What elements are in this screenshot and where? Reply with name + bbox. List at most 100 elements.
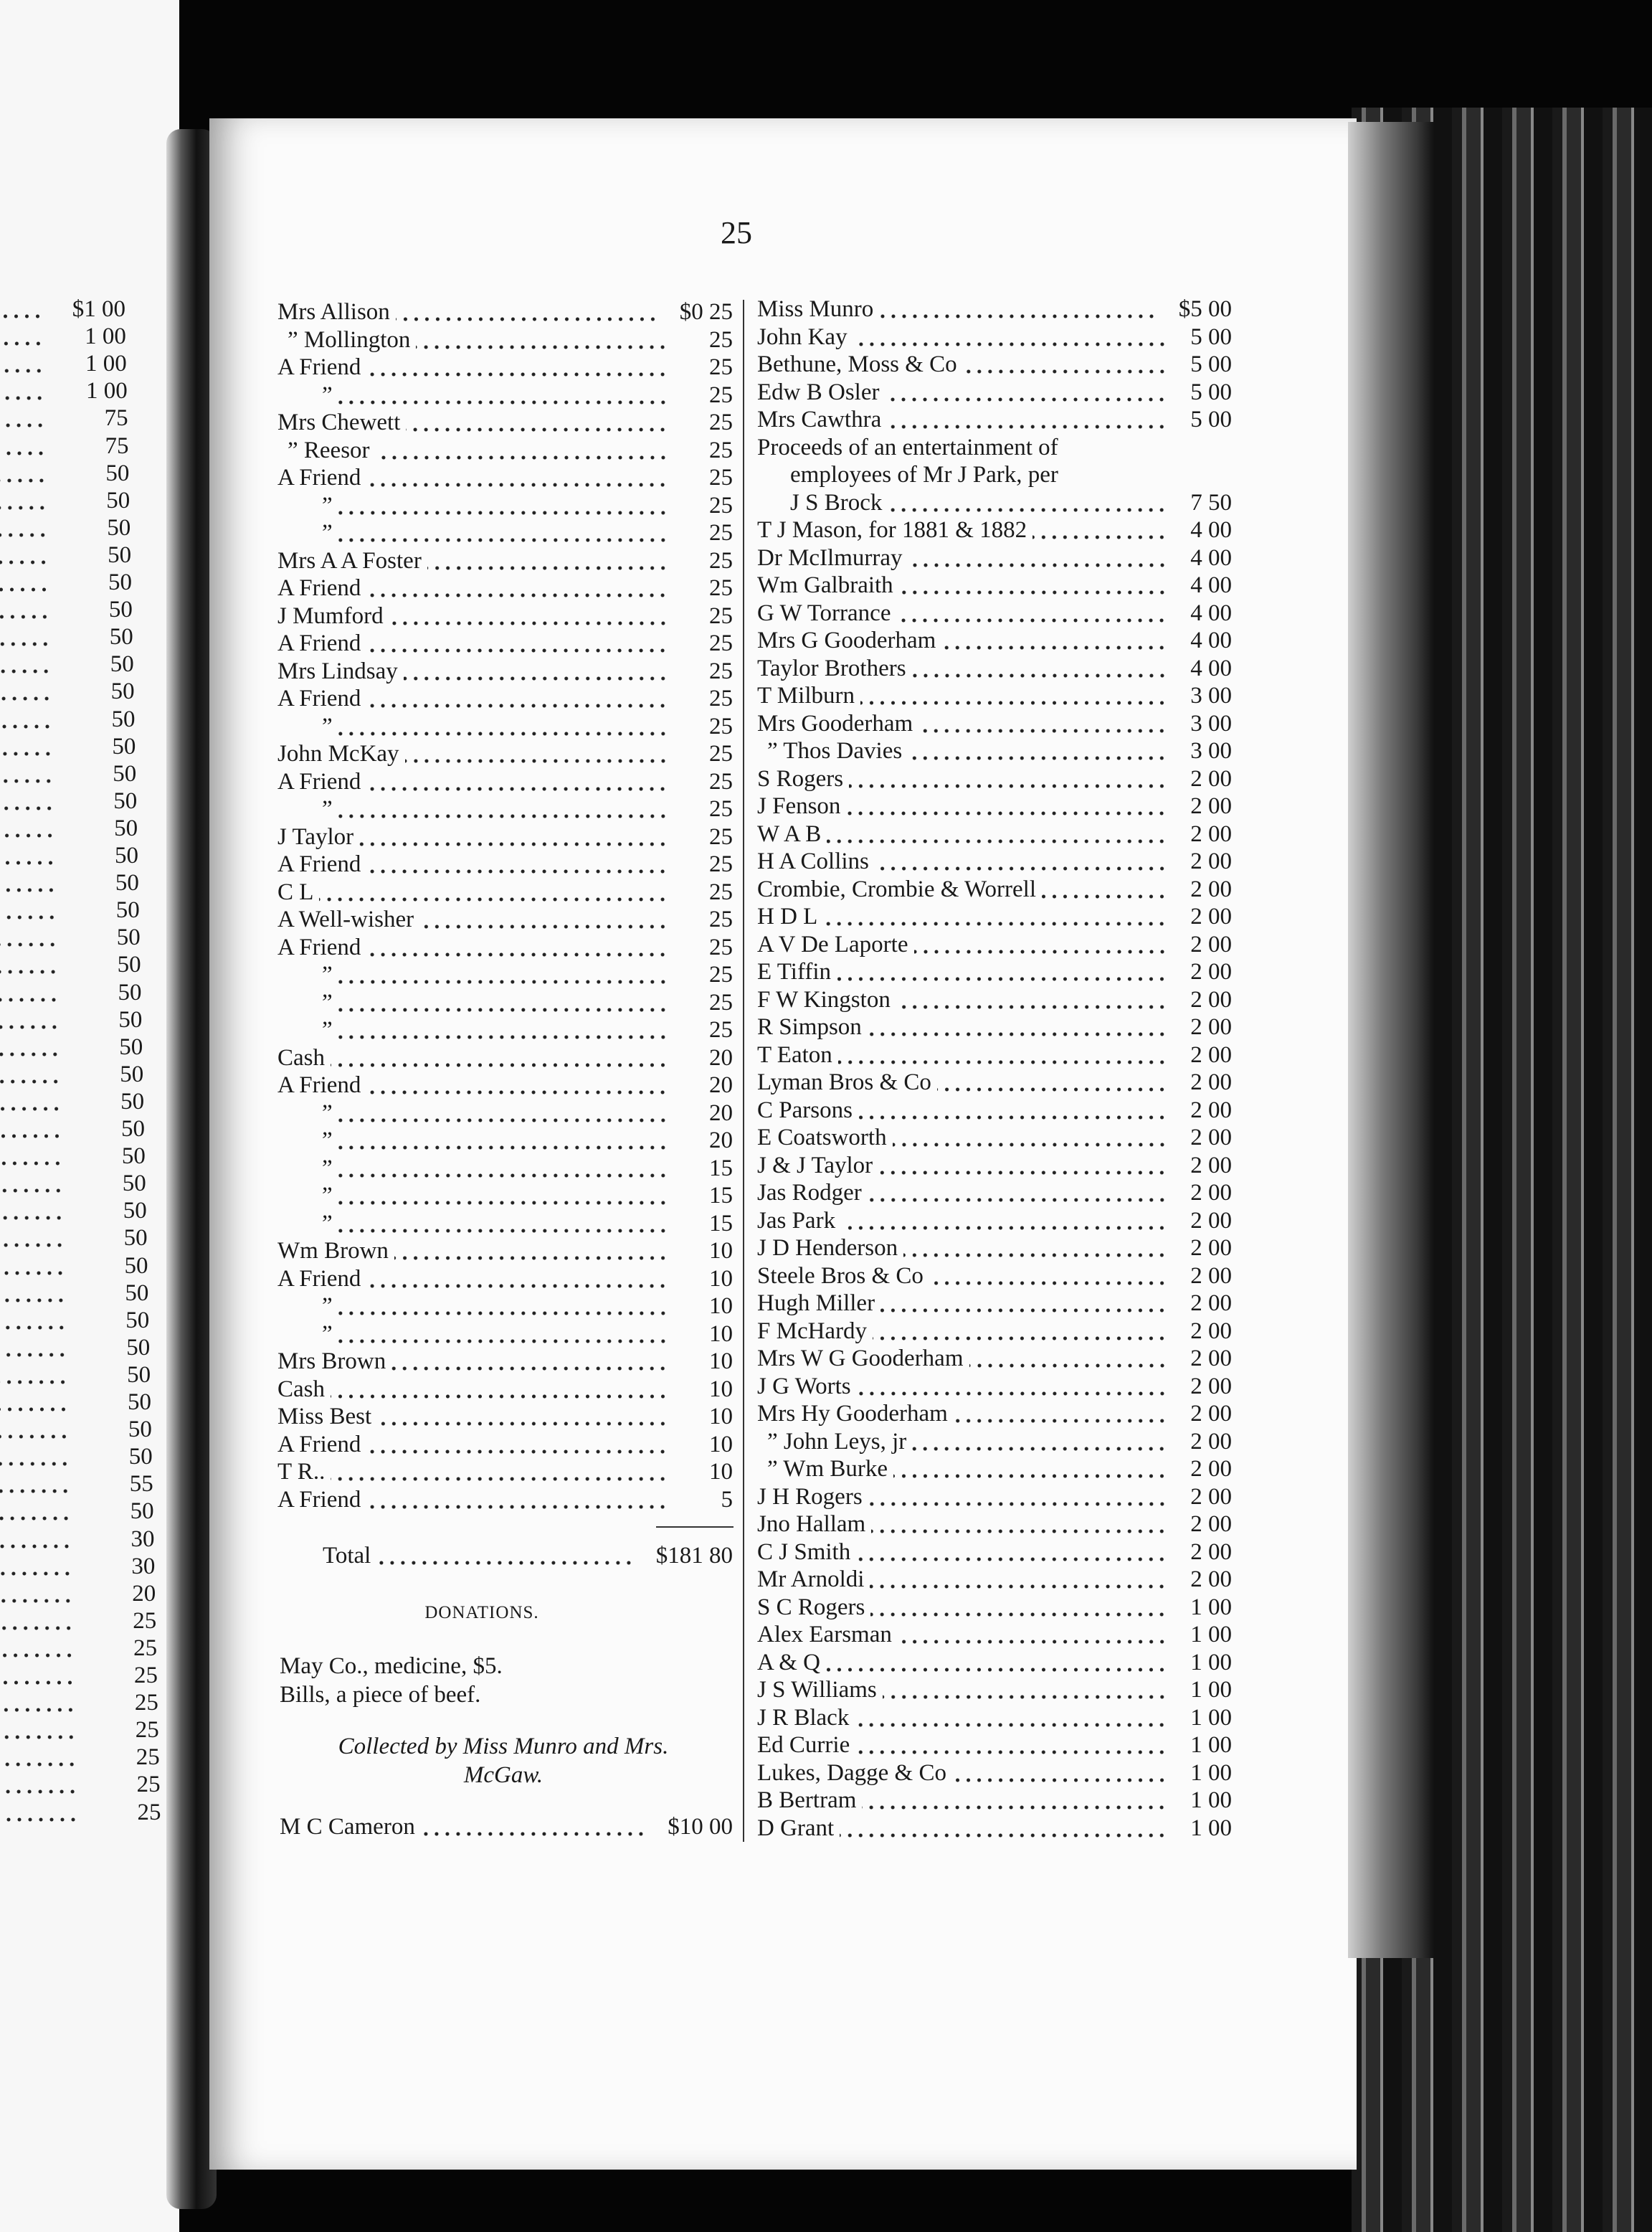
list-item: C Parsons 2 00 [757, 1096, 1232, 1124]
list-item: Mrs A A Foster 25 [277, 547, 733, 574]
dot-leader [319, 878, 668, 906]
entry-amount: 10 [709, 1238, 733, 1264]
dot-leader [908, 544, 1167, 572]
dot-leader [394, 1237, 668, 1264]
dot-leader [856, 1538, 1167, 1566]
entry-amount: 2 00 [1190, 1456, 1232, 1482]
left-page-row: 75 [0, 432, 129, 460]
list-item: Jas Park 2 00 [757, 1206, 1232, 1234]
entry-name: Lukes, Dagge & Co [757, 1759, 946, 1786]
left-page-row: 50 [0, 1170, 146, 1198]
list-item: ” Thos Davies 3 00 [757, 737, 1232, 765]
dot-leader [867, 1013, 1167, 1041]
entry-name: C J Smith [757, 1538, 851, 1565]
left-page-row: 50 [0, 1361, 151, 1389]
entry-amount: 25 [134, 1663, 158, 1688]
entry-name: B Bertram [757, 1787, 857, 1813]
dot-leader [0, 350, 44, 378]
entry-amount: 50 [128, 1417, 152, 1443]
left-page-row: 50 [0, 1279, 148, 1307]
entry-amount: 2 00 [1190, 931, 1232, 957]
entry-amount: 50 [124, 1252, 148, 1279]
left-page-row: 50 [0, 1033, 143, 1061]
list-item: J & J Taylor 2 00 [757, 1151, 1232, 1179]
dot-leader [0, 1197, 65, 1225]
left-page-row: 75 [0, 405, 128, 432]
entry-amount: 1 00 [85, 351, 127, 377]
dot-leader [0, 760, 54, 788]
entry-name: Dr McIlmurray [757, 544, 903, 571]
list-item: S Rogers 2 00 [757, 765, 1232, 793]
entry-name: Cash [277, 1044, 325, 1071]
entry-name: Taylor Brothers [757, 655, 906, 681]
dot-leader [0, 842, 56, 869]
dot-leader [0, 924, 58, 952]
left-page-row: 1 00 [0, 377, 128, 405]
entry-amount: 10 [709, 1265, 733, 1292]
entry-name: A Friend [277, 768, 361, 795]
entry-name: H D L [757, 904, 818, 930]
dot-leader [0, 678, 52, 706]
list-item: A Friend 25 [277, 851, 733, 878]
list-item: Mrs G Gooderham 4 00 [757, 627, 1232, 654]
dot-leader [0, 1143, 63, 1171]
dot-leader [855, 1731, 1167, 1759]
list-item: Miss Munro $5 00 [757, 295, 1232, 323]
dot-leader [0, 1252, 66, 1280]
list-item: ” Mollington 25 [277, 326, 733, 354]
list-item: T R.. 10 [277, 1458, 733, 1485]
entry-name: D Grant [757, 1815, 835, 1841]
list-item: ” Wm Burke 2 00 [757, 1455, 1232, 1483]
dot-leader [871, 1510, 1167, 1538]
list-item: E Coatsworth 2 00 [757, 1124, 1232, 1151]
entry-name: Mrs W G Gooderham [757, 1346, 964, 1371]
entry-name: ” [322, 1183, 333, 1209]
dot-leader [338, 1182, 668, 1209]
entry-name: ” [322, 989, 333, 1016]
entry-amount: 2 00 [1190, 848, 1232, 874]
left-page-row: 1 00 [0, 350, 127, 378]
entry-name: R Simpson [757, 1014, 862, 1040]
entry-name: J R Black [757, 1704, 850, 1731]
entry-amount: 50 [110, 651, 134, 678]
left-page-row: 50 [0, 1006, 142, 1034]
list-item: A V De Laporte 2 00 [757, 930, 1232, 958]
dot-leader [882, 1676, 1167, 1703]
entry-name: T J Mason, for 1881 & 1882 [757, 517, 1027, 543]
list-item: A Well-wisher 25 [277, 906, 733, 933]
left-page-row: 50 [0, 1443, 153, 1471]
dot-leader [0, 978, 60, 1006]
entry-amount: 2 00 [1190, 1483, 1232, 1510]
entry-amount: 25 [709, 410, 733, 435]
entry-name: ” [322, 1155, 333, 1181]
list-item: F W Kingston 2 00 [757, 985, 1232, 1013]
entry-amount: 25 [709, 934, 733, 960]
entry-name: A Friend [277, 1431, 361, 1457]
left-page-row: 25 [0, 1662, 158, 1689]
entry-name: A Friend [277, 686, 361, 711]
entry-amount: 2 00 [1190, 1318, 1232, 1344]
entry-amount: 3 00 [1190, 683, 1232, 709]
entry-amount: 15 [709, 1155, 733, 1181]
dot-leader [0, 541, 49, 569]
entry-name: T Eaton [757, 1041, 832, 1068]
dot-leader [0, 1416, 70, 1444]
dot-leader [338, 519, 668, 547]
entry-name: Hugh Miller [757, 1290, 875, 1316]
entry-name: T R.. [277, 1459, 326, 1485]
entry-amount: 2 00 [1190, 1373, 1232, 1399]
list-item: C L 25 [277, 878, 733, 906]
dot-leader [849, 765, 1167, 793]
entry-amount: 50 [125, 1307, 150, 1333]
entry-name: John Kay [757, 323, 848, 350]
entry-amount: 50 [116, 925, 141, 951]
entry-amount: 25 [709, 492, 733, 519]
entry-name: ” [322, 1127, 333, 1153]
dot-leader [941, 627, 1167, 654]
entry-amount: 50 [122, 1171, 146, 1197]
entry-amount: 15 [709, 1183, 733, 1209]
list-item: Cash 20 [277, 1044, 733, 1072]
dot-leader [893, 1455, 1167, 1483]
dot-leader [0, 1525, 72, 1553]
left-page-row: 50 [0, 978, 142, 1006]
